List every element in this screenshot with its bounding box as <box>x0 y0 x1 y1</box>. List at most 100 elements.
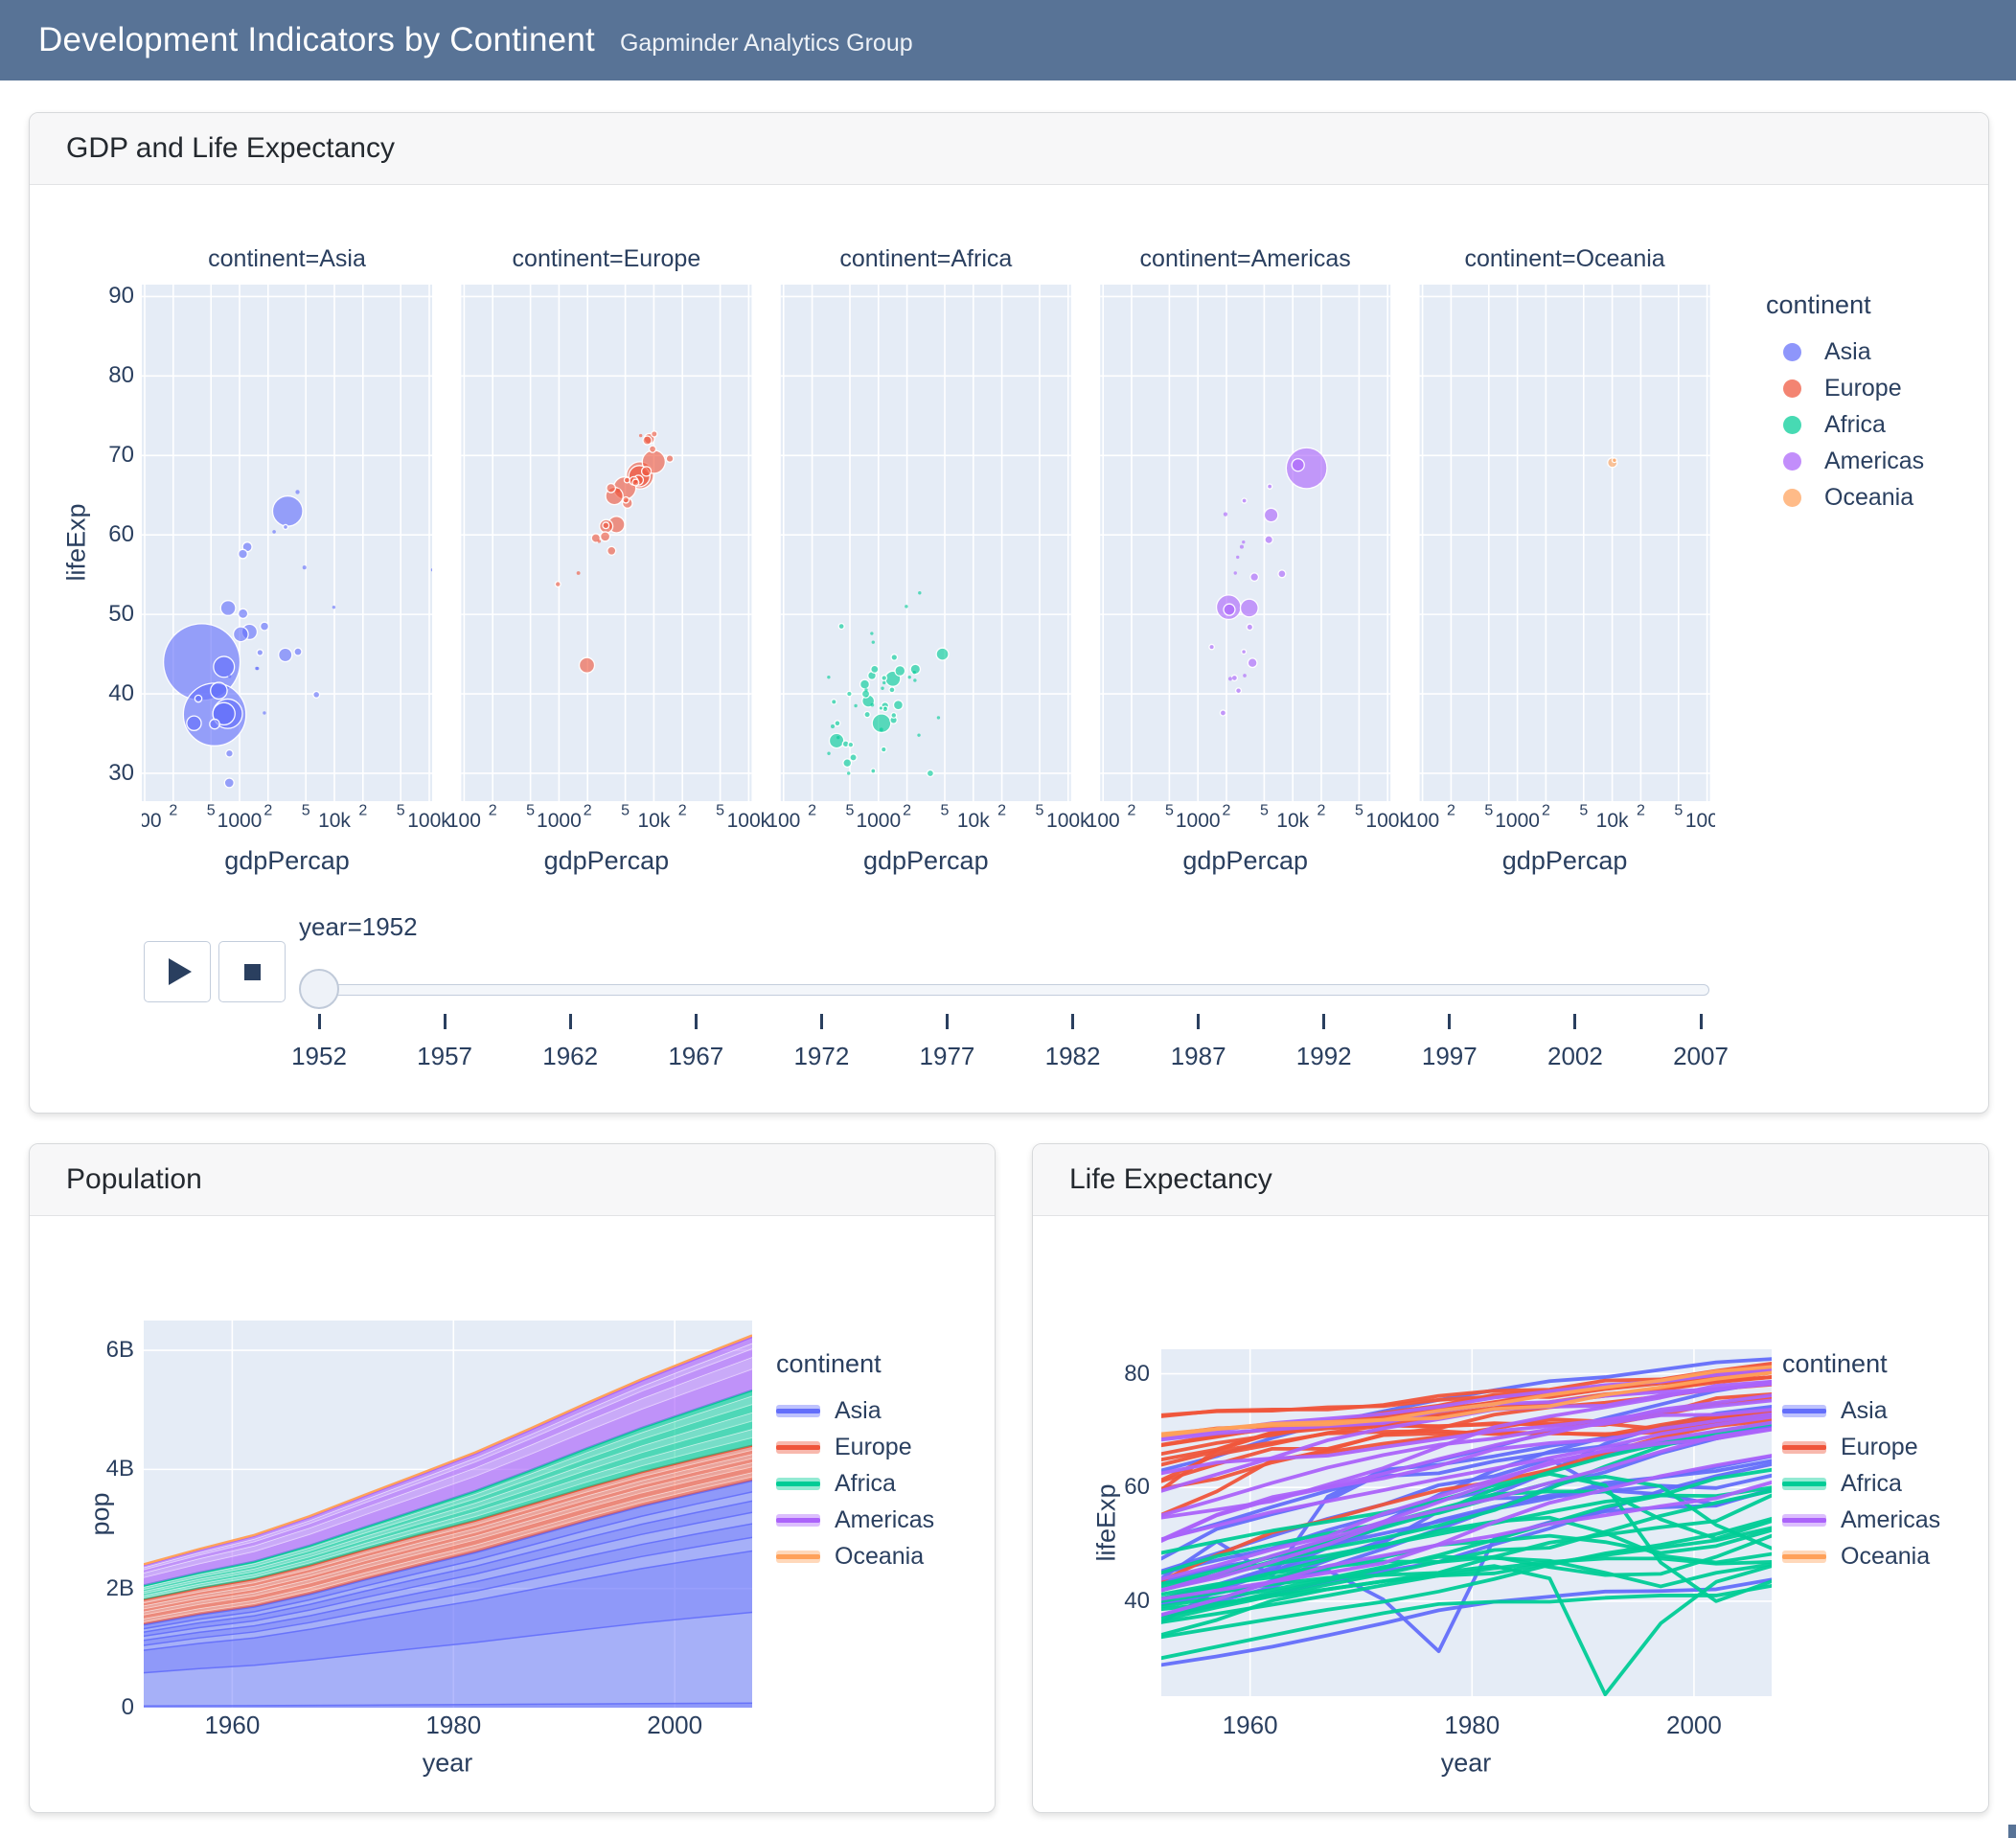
y-tick-label: 40 <box>1124 1587 1150 1614</box>
card-gdp-life-header: GDP and Life Expectancy <box>30 113 1988 185</box>
legend-label: Oceania <box>835 1542 925 1570</box>
americas-line-swatch-icon <box>1782 1513 1826 1527</box>
slider-year-label: 1957 <box>417 1042 472 1070</box>
card-population-title: Population <box>66 1163 202 1195</box>
y-tick-label: 80 <box>108 362 134 389</box>
year-slider-handle[interactable] <box>299 969 339 1009</box>
app-subtitle: Gapminder Analytics Group <box>619 29 913 57</box>
legend-label: Europe <box>1824 374 1902 402</box>
slider-tick <box>694 1014 698 1029</box>
facet-title: continent=Americas <box>1139 245 1351 272</box>
slider-year-label: 1977 <box>919 1042 975 1070</box>
europe-dot-icon <box>1783 379 1801 398</box>
y-tick-label: 2B <box>105 1574 134 1601</box>
europe-line-swatch-icon <box>776 1440 820 1454</box>
slider-year-label: 1997 <box>1421 1042 1478 1070</box>
x-tick-label: 1960 <box>204 1711 261 1739</box>
facet-title: continent=Africa <box>839 245 1013 272</box>
life-legend-item-europe[interactable]: Europe <box>1782 1429 1940 1465</box>
x-axis-title: gdpPercap <box>862 846 989 875</box>
scatter-legend-item-europe[interactable]: Europe <box>1766 370 1924 406</box>
y-tick-label: 30 <box>108 759 134 786</box>
partially-visible-element-fragment <box>2008 1825 2016 1838</box>
gdp-life-scatter-plot[interactable] <box>142 285 1715 843</box>
x-tick-label: 1960 <box>1222 1711 1278 1739</box>
scatter-legend-item-africa[interactable]: Africa <box>1766 406 1924 443</box>
slider-tick <box>317 1014 321 1029</box>
slider-year-label: 1967 <box>668 1042 724 1070</box>
africa-line-swatch-icon <box>1782 1477 1826 1490</box>
slider-year-label: 1952 <box>291 1042 347 1070</box>
year-slider-track[interactable] <box>319 984 1709 996</box>
americas-line-icon <box>1782 1517 1826 1523</box>
legend-label: Europe <box>1841 1433 1918 1460</box>
slider-tick <box>1448 1014 1452 1029</box>
asia-line-icon <box>1782 1408 1826 1413</box>
facet-title: continent=Asia <box>208 245 366 272</box>
population-legend-item-asia[interactable]: Asia <box>776 1392 934 1429</box>
legend-label: Americas <box>1841 1505 1941 1533</box>
slider-year-label: 1992 <box>1295 1042 1352 1070</box>
oceania-line-icon <box>1782 1553 1826 1559</box>
app-title: Development Indicators by Continent <box>38 21 595 58</box>
legend-label: Africa <box>1841 1469 1902 1497</box>
life-legend-item-africa[interactable]: Africa <box>1782 1465 1940 1502</box>
life-legend-item-asia[interactable]: Asia <box>1782 1392 1940 1429</box>
x-tick-label: 2000 <box>647 1711 703 1739</box>
slider-year-label: 2007 <box>1673 1042 1729 1070</box>
europe-line-icon <box>776 1444 820 1450</box>
x-axis-title: gdpPercap <box>224 846 350 875</box>
legend-label: Oceania <box>1824 483 1914 511</box>
stop-button[interactable] <box>218 941 286 1002</box>
legend-label: Americas <box>1824 447 1925 474</box>
scatter-legend-item-asia[interactable]: Asia <box>1766 333 1924 370</box>
y-tick-label: 60 <box>1124 1474 1150 1501</box>
play-button[interactable] <box>144 941 211 1002</box>
americas-line-icon <box>776 1517 820 1523</box>
x-tick-label: 1980 <box>1444 1711 1501 1739</box>
life-legend-item-oceania[interactable]: Oceania <box>1782 1538 1940 1574</box>
y-tick-label: 6B <box>105 1337 134 1364</box>
population-legend-title: continent <box>776 1349 882 1378</box>
slider-tick <box>1699 1014 1703 1029</box>
stop-icon <box>243 963 261 980</box>
y-tick-label: 40 <box>108 680 134 707</box>
slider-year-label: 1982 <box>1044 1042 1101 1070</box>
y-tick-label: 90 <box>108 283 134 310</box>
life-expectancy-line-plot[interactable] <box>1161 1349 1772 1696</box>
legend-label: Oceania <box>1841 1542 1931 1570</box>
population-legend: continent Asia Europe Africa Americas Oceani… <box>776 1349 934 1574</box>
africa-line-icon <box>776 1481 820 1486</box>
oceania-line-swatch-icon <box>1782 1550 1826 1563</box>
americas-line-swatch-icon <box>776 1513 820 1527</box>
app-header: Development Indicators by Continent Gapm… <box>0 0 2016 80</box>
population-x-axis-title: year <box>422 1748 473 1778</box>
oceania-line-swatch-icon <box>776 1550 820 1563</box>
population-legend-item-europe[interactable]: Europe <box>776 1429 934 1465</box>
x-axis-title: gdpPercap <box>543 846 670 875</box>
slider-tick <box>443 1014 447 1029</box>
life-legend-item-americas[interactable]: Americas <box>1782 1502 1940 1538</box>
population-legend-item-americas[interactable]: Americas <box>776 1502 934 1538</box>
y-tick-label: 0 <box>121 1694 134 1720</box>
scatter-legend-item-oceania[interactable]: Oceania <box>1766 479 1924 516</box>
scatter-legend-item-americas[interactable]: Americas <box>1766 443 1924 479</box>
y-tick-label: 4B <box>105 1456 134 1482</box>
asia-line-icon <box>776 1408 820 1413</box>
population-area-plot[interactable] <box>144 1321 752 1708</box>
population-legend-item-africa[interactable]: Africa <box>776 1465 934 1502</box>
slider-tick <box>1573 1014 1577 1029</box>
life-x-axis-title: year <box>1440 1748 1492 1778</box>
asia-line-swatch-icon <box>1782 1404 1826 1417</box>
asia-line-swatch-icon <box>776 1404 820 1417</box>
card-population-header: Population <box>30 1144 995 1216</box>
card-life-title: Life Expectancy <box>1069 1163 1272 1195</box>
scatter-y-axis-title: lifeExp <box>61 503 91 582</box>
facet-title: continent=Europe <box>512 245 701 272</box>
slider-tick <box>945 1014 949 1029</box>
legend-label: Asia <box>1824 337 1871 365</box>
population-legend-item-oceania[interactable]: Oceania <box>776 1538 934 1574</box>
population-y-axis-title: pop <box>85 1492 115 1536</box>
slider-tick <box>1071 1014 1075 1029</box>
year-slider-label: year=1952 <box>299 912 418 941</box>
